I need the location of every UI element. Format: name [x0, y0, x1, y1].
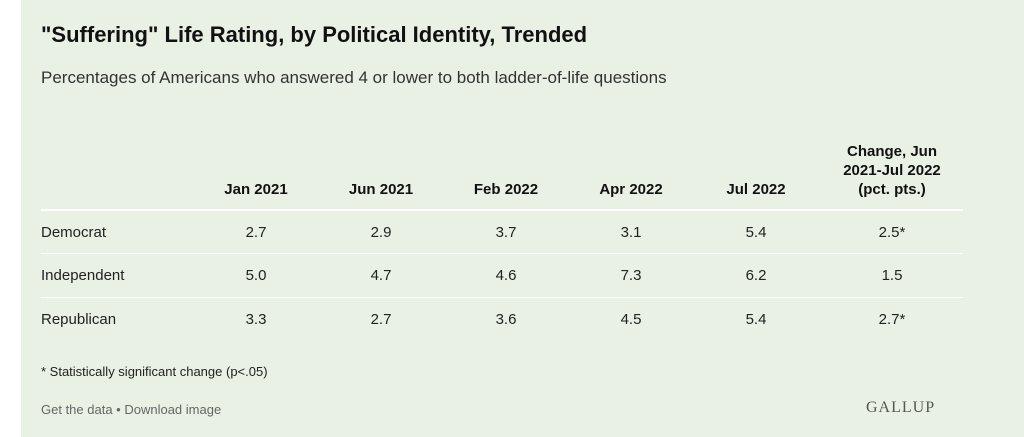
header-cell-apr-2022: Apr 2022: [599, 181, 663, 198]
table-cell: 3.6: [495, 311, 517, 328]
header-cell-change: Change, Jun 2021-Jul 2022 (pct. pts.): [821, 136, 963, 209]
link-separator: •: [112, 402, 125, 417]
table-row-democrat: Democrat 2.7 2.9 3.7 3.1 5.4 2.5*: [41, 209, 963, 253]
download-image-link[interactable]: Download image: [124, 402, 222, 417]
table-cell: 2.7: [245, 223, 267, 241]
header-cell-label: [41, 136, 191, 209]
header-cell-jan-2021: Jan 2021: [224, 181, 288, 198]
data-table: Jan 2021 Jun 2021 Feb 2022 Apr 2022 Jul …: [41, 136, 963, 341]
header-cell-feb-2022: Feb 2022: [473, 181, 539, 198]
table-cell: 4.6: [495, 267, 517, 284]
table-cell: 6.2: [745, 267, 767, 284]
table-cell: 5.4: [745, 311, 767, 328]
row-label: Democrat: [41, 223, 107, 241]
table-cell: 3.1: [620, 223, 642, 241]
table-cell: 5.0: [245, 267, 267, 284]
table-cell: 2.7: [370, 311, 392, 328]
change-header-line-2: 2021-Jul 2022: [843, 162, 941, 179]
table-cell: 2.7*: [878, 311, 906, 328]
table-cell: 4.7: [370, 267, 392, 284]
table-row-republican: Republican 3.3 2.7 3.6 4.5 5.4 2.7*: [41, 297, 963, 341]
change-header-line-1: Change, Jun: [846, 143, 937, 160]
table-row-independent: Independent 5.0 4.7 4.6 7.3 6.2 1.5: [41, 253, 963, 297]
header-cell-jul-2022: Jul 2022: [726, 181, 786, 198]
gallup-logo: GALLUP: [866, 399, 936, 416]
chart-subtitle: Percentages of Americans who answered 4 …: [41, 68, 667, 87]
get-data-link[interactable]: Get the data: [41, 402, 113, 417]
table-cell: 1.5: [881, 267, 903, 284]
row-label: Independent: [41, 267, 125, 284]
chart-card: [21, 0, 1024, 437]
table-cell: 3.7: [495, 223, 517, 241]
row-label: Republican: [41, 311, 117, 328]
change-header-line-3: (pct. pts.): [858, 181, 926, 198]
footnote: * Statistically significant change (p<.0…: [41, 364, 268, 379]
table-cell: 2.9: [370, 223, 392, 241]
table-cell: 5.4: [745, 223, 767, 241]
table-cell: 3.3: [245, 311, 267, 328]
table-cell: 7.3: [620, 267, 642, 284]
header-cell-jun-2021: Jun 2021: [348, 181, 414, 198]
header-row: Jan 2021 Jun 2021 Feb 2022 Apr 2022 Jul …: [41, 136, 963, 209]
table-cell: 4.5: [620, 311, 642, 328]
table-cell: 2.5*: [878, 223, 906, 241]
footer-links: Get the data • Download image: [41, 402, 221, 417]
chart-title: "Suffering" Life Rating, by Political Id…: [41, 22, 588, 47]
